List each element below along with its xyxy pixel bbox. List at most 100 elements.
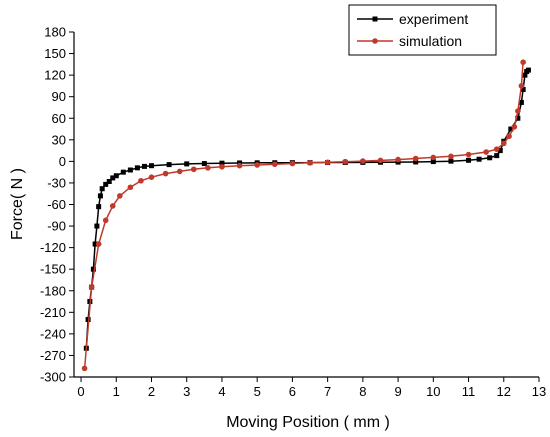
y-tick-label: 180	[44, 25, 66, 40]
data-point-simulation	[236, 162, 243, 169]
data-point-experiment	[90, 266, 96, 272]
data-point-simulation	[81, 365, 88, 372]
data-point-experiment	[494, 153, 500, 159]
data-point-experiment	[448, 158, 454, 164]
data-point-simulation	[289, 160, 296, 167]
y-tick-label: 0	[59, 154, 66, 169]
y-tick-label: 90	[52, 89, 66, 104]
data-point-simulation	[506, 133, 512, 140]
plot-layer	[81, 59, 531, 372]
data-point-simulation	[109, 203, 116, 209]
data-point-simulation	[500, 140, 507, 147]
y-tick-label: 30	[52, 132, 66, 147]
x-tick-label: 11	[462, 384, 476, 399]
data-point-experiment	[219, 160, 225, 166]
data-point-simulation	[493, 146, 500, 152]
data-point-experiment	[94, 223, 100, 229]
data-point-simulation	[127, 184, 134, 191]
x-tick-label: 4	[218, 384, 225, 399]
x-tick-label: 9	[394, 384, 401, 399]
data-point-simulation	[515, 108, 521, 114]
data-point-simulation	[102, 217, 109, 224]
y-tick-label: -30	[47, 175, 66, 190]
data-point-simulation	[116, 193, 123, 199]
legend-marker-simulation	[372, 38, 378, 44]
data-point-simulation	[95, 241, 102, 247]
data-point-simulation	[520, 59, 526, 65]
x-tick-label: 0	[77, 384, 84, 399]
data-point-simulation	[138, 177, 144, 184]
data-point-simulation	[395, 156, 401, 163]
data-point-simulation	[88, 284, 95, 290]
data-point-experiment	[413, 159, 419, 165]
data-point-experiment	[430, 159, 436, 165]
data-point-simulation	[205, 165, 211, 171]
data-point-experiment	[518, 99, 524, 105]
y-tick-label: -60	[47, 197, 66, 212]
data-point-experiment	[120, 169, 126, 175]
data-point-simulation	[377, 157, 384, 164]
data-point-experiment	[97, 193, 103, 199]
x-tick-label: 1	[113, 384, 120, 399]
data-point-experiment	[515, 115, 521, 121]
x-tick-label: 2	[148, 384, 155, 399]
data-point-experiment	[149, 163, 154, 169]
data-point-experiment	[466, 157, 472, 163]
x-axis-label: Moving Position ( mm )	[226, 414, 390, 431]
y-tick-label: -180	[40, 283, 66, 298]
data-point-simulation	[271, 161, 278, 168]
x-tick-label: 5	[254, 384, 261, 399]
data-point-simulation	[483, 149, 489, 155]
data-point-simulation	[190, 166, 197, 173]
x-tick-label: 13	[532, 384, 546, 399]
data-point-experiment	[134, 165, 140, 171]
data-point-experiment	[99, 186, 105, 192]
data-point-experiment	[127, 167, 133, 173]
data-point-simulation	[254, 162, 260, 168]
data-point-simulation	[360, 158, 366, 164]
y-tick-label: -300	[40, 370, 66, 385]
x-tick-label: 10	[426, 384, 440, 399]
data-point-experiment	[476, 156, 482, 162]
x-tick-label: 7	[324, 384, 331, 399]
data-point-experiment	[141, 163, 147, 169]
data-point-simulation	[511, 124, 518, 130]
legend-box	[348, 4, 497, 56]
data-point-experiment	[497, 148, 503, 154]
data-point-experiment	[110, 175, 116, 181]
data-point-experiment	[106, 179, 112, 184]
x-tick-label: 3	[183, 384, 190, 399]
data-point-experiment	[103, 181, 109, 187]
data-point-simulation	[219, 163, 225, 170]
y-tick-label: -90	[47, 219, 66, 234]
y-tick-label: -120	[40, 240, 66, 255]
legend-label-experiment: experiment	[399, 11, 468, 27]
y-tick-label: -270	[40, 348, 66, 363]
data-point-simulation	[518, 83, 525, 89]
data-point-experiment	[96, 204, 102, 210]
y-tick-label: 120	[44, 68, 66, 83]
data-point-experiment	[508, 126, 514, 132]
x-tick-label: 12	[497, 384, 511, 399]
y-tick-label: -150	[40, 262, 66, 277]
x-tick-label: 6	[289, 384, 296, 399]
data-point-simulation	[162, 170, 169, 177]
legend-marker-experiment	[372, 16, 378, 22]
legend: experiment simulation	[348, 4, 497, 56]
data-point-simulation	[342, 158, 349, 165]
data-point-experiment	[201, 161, 207, 167]
data-point-experiment	[113, 173, 119, 179]
data-point-experiment	[166, 162, 172, 168]
data-point-simulation	[176, 168, 183, 175]
x-tick-label: 8	[359, 384, 366, 399]
data-point-simulation	[148, 174, 155, 180]
y-tick-label: -240	[40, 326, 66, 341]
y-axis-label: Force( N )	[9, 168, 26, 240]
data-point-experiment	[184, 161, 190, 167]
legend-label-simulation: simulation	[399, 33, 462, 49]
data-point-experiment	[487, 155, 493, 161]
y-tick-label: 150	[44, 46, 66, 61]
data-point-experiment	[525, 67, 531, 73]
